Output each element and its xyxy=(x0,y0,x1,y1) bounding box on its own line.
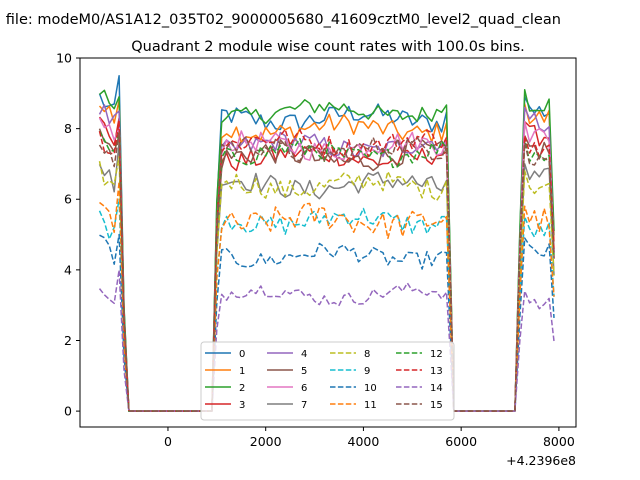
y-tick-label: 6 xyxy=(64,192,72,207)
y-tick-label: 0 xyxy=(64,404,72,419)
series-line-11 xyxy=(99,180,555,412)
legend-label-14: 14 xyxy=(430,383,443,394)
legend-label-10: 10 xyxy=(364,383,377,394)
legend-label-1: 1 xyxy=(239,366,245,377)
y-tick-label: 4 xyxy=(64,262,72,277)
x-tick-label: 8000 xyxy=(543,434,575,449)
y-tick-label: 10 xyxy=(56,51,72,66)
x-axis-ticks: 0 2000 4000 6000 8000 xyxy=(164,427,575,449)
series-line-10 xyxy=(99,233,555,412)
legend-label-5: 5 xyxy=(301,366,307,377)
legend-label-3: 3 xyxy=(239,400,245,411)
x-tick-label: 2000 xyxy=(250,434,282,449)
x-tick-label: 6000 xyxy=(445,434,477,449)
series-line-13 xyxy=(98,120,555,412)
legend-label-11: 11 xyxy=(364,400,377,411)
series-layer xyxy=(98,74,555,412)
series-line-14 xyxy=(98,269,555,412)
y-axis-ticks: 0 2 4 6 8 10 xyxy=(56,51,80,419)
legend-box xyxy=(200,341,455,421)
legend-label-9: 9 xyxy=(364,366,370,377)
legend-label-12: 12 xyxy=(430,349,443,360)
series-line-12 xyxy=(98,130,555,412)
y-tick-label: 8 xyxy=(64,121,72,136)
series-line-9 xyxy=(98,198,555,412)
x-tick-label: 4000 xyxy=(348,434,380,449)
chart-title: Quadrant 2 module wise count rates with … xyxy=(131,39,525,55)
plot-frame xyxy=(79,57,577,428)
legend-label-8: 8 xyxy=(364,349,370,360)
x-tick-label: 0 xyxy=(164,434,172,449)
series-line-15 xyxy=(98,131,555,412)
y-tick-label: 2 xyxy=(64,333,72,348)
legend-label-6: 6 xyxy=(301,383,307,394)
legend-label-2: 2 xyxy=(239,383,245,394)
legend-label-7: 7 xyxy=(301,400,307,411)
legend-label-0: 0 xyxy=(239,349,245,360)
legend-label-13: 13 xyxy=(430,366,443,377)
legend-label-4: 4 xyxy=(301,349,307,360)
legend-label-15: 15 xyxy=(430,400,443,411)
chart-suptitle: n file: modeM0/AS1A12_035T02_9000005680_… xyxy=(0,12,561,28)
x-offset-label: +4.2396e8 xyxy=(506,453,576,468)
